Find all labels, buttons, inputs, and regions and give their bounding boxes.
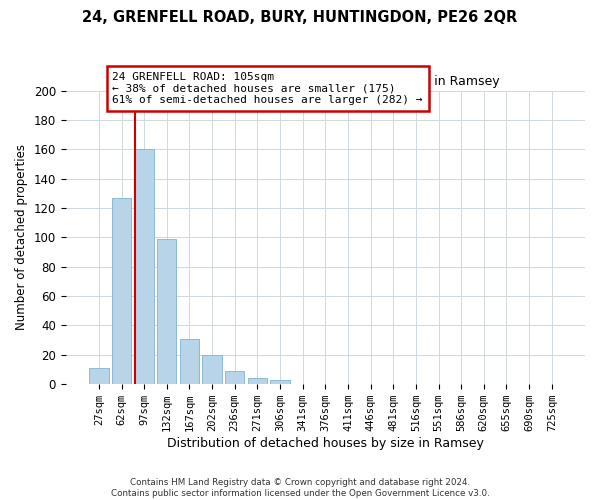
- Bar: [248, 378, 267, 384]
- Bar: [89, 368, 109, 384]
- Bar: [157, 239, 176, 384]
- Bar: [180, 338, 199, 384]
- Title: Size of property relative to detached houses in Ramsey: Size of property relative to detached ho…: [152, 75, 499, 88]
- Y-axis label: Number of detached properties: Number of detached properties: [15, 144, 28, 330]
- Bar: [202, 355, 222, 384]
- Text: 24, GRENFELL ROAD, BURY, HUNTINGDON, PE26 2QR: 24, GRENFELL ROAD, BURY, HUNTINGDON, PE2…: [82, 10, 518, 25]
- Bar: [225, 371, 244, 384]
- Text: Contains HM Land Registry data © Crown copyright and database right 2024.
Contai: Contains HM Land Registry data © Crown c…: [110, 478, 490, 498]
- Bar: [134, 150, 154, 384]
- X-axis label: Distribution of detached houses by size in Ramsey: Distribution of detached houses by size …: [167, 437, 484, 450]
- Bar: [112, 198, 131, 384]
- Text: 24 GRENFELL ROAD: 105sqm
← 38% of detached houses are smaller (175)
61% of semi-: 24 GRENFELL ROAD: 105sqm ← 38% of detach…: [112, 72, 423, 105]
- Bar: [271, 380, 290, 384]
